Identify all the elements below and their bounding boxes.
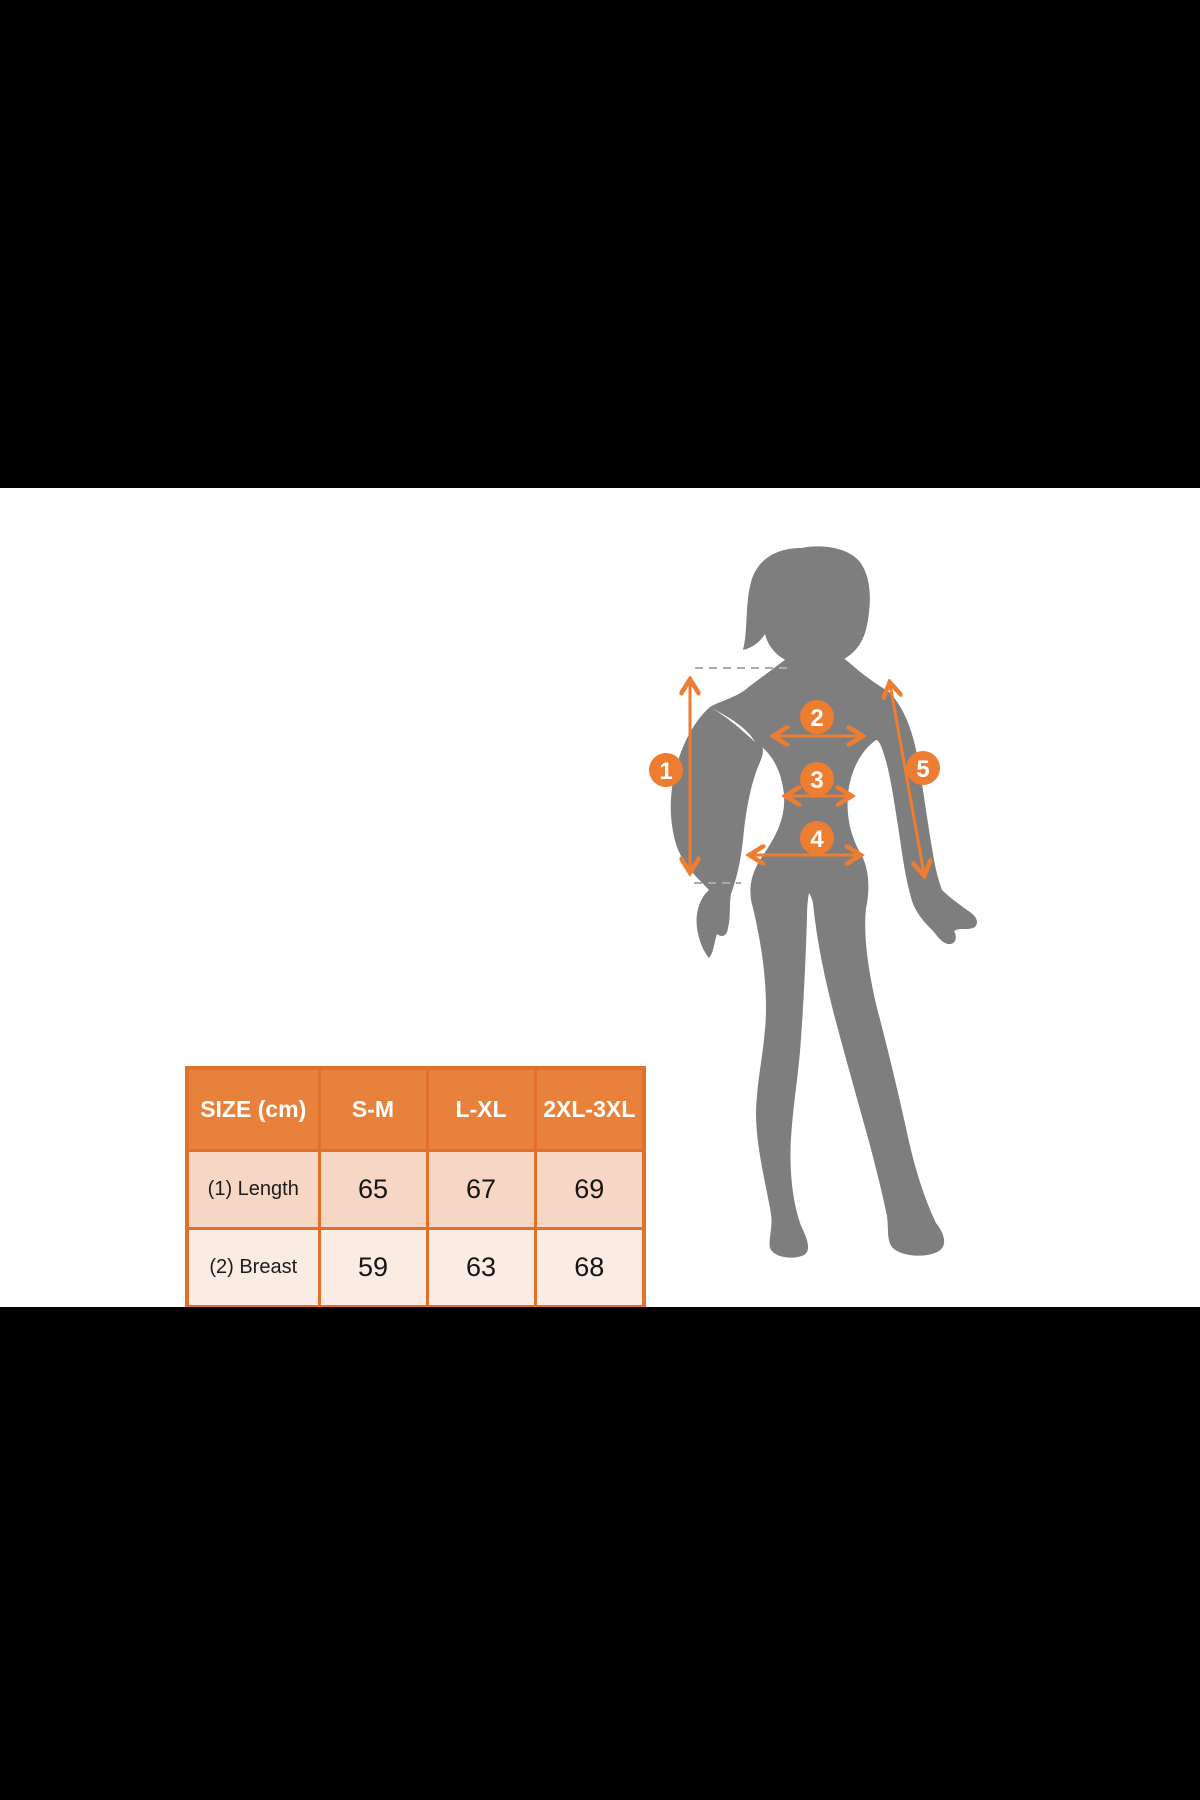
badge-4-circle [800,821,834,855]
breast-l-xl: 63 [425,1226,537,1308]
badge-5-number: 5 [916,756,929,783]
badge-5-circle [906,751,940,785]
badge-2-number: 2 [810,705,823,732]
badge-1-number: 1 [659,758,672,785]
col-header-s-m: S-M [317,1066,429,1152]
length-s-m: 65 [317,1148,429,1230]
row-label-length: (1) Length [185,1148,321,1230]
measurement-diagram: 1 2 3 4 5 [649,546,978,1258]
silhouette-body [710,653,945,1258]
row-label-breast: (2) Breast [185,1226,321,1308]
table-row-length: (1) Length 65 67 69 [185,1148,646,1230]
silhouette-head [743,546,870,666]
length-l-xl: 67 [425,1148,537,1230]
silhouette-left-arm [670,707,763,958]
table-row-breast: (2) Breast 59 63 68 [185,1226,646,1308]
breast-s-m: 59 [317,1226,429,1308]
col-header-2xl-3xl: 2XL-3XL [533,1066,646,1152]
bottom-black-band [0,1307,1200,1800]
silhouette-right-arm [876,692,978,945]
size-table-header-row: SIZE (cm) S-M L-XL 2XL-3XL [185,1066,646,1152]
col-header-l-xl: L-XL [425,1066,537,1152]
badge-1-circle [649,753,683,787]
badge-4-number: 4 [810,826,824,853]
col-header-size-cm: SIZE (cm) [185,1066,321,1152]
top-black-band [0,0,1200,488]
badge-3-circle [800,762,834,796]
length-2xl-3xl: 69 [533,1148,646,1230]
badge-2-circle [800,700,834,734]
measure-arrow-sleeve [890,684,924,874]
badge-3-number: 3 [810,767,823,794]
breast-2xl-3xl: 68 [533,1226,646,1308]
